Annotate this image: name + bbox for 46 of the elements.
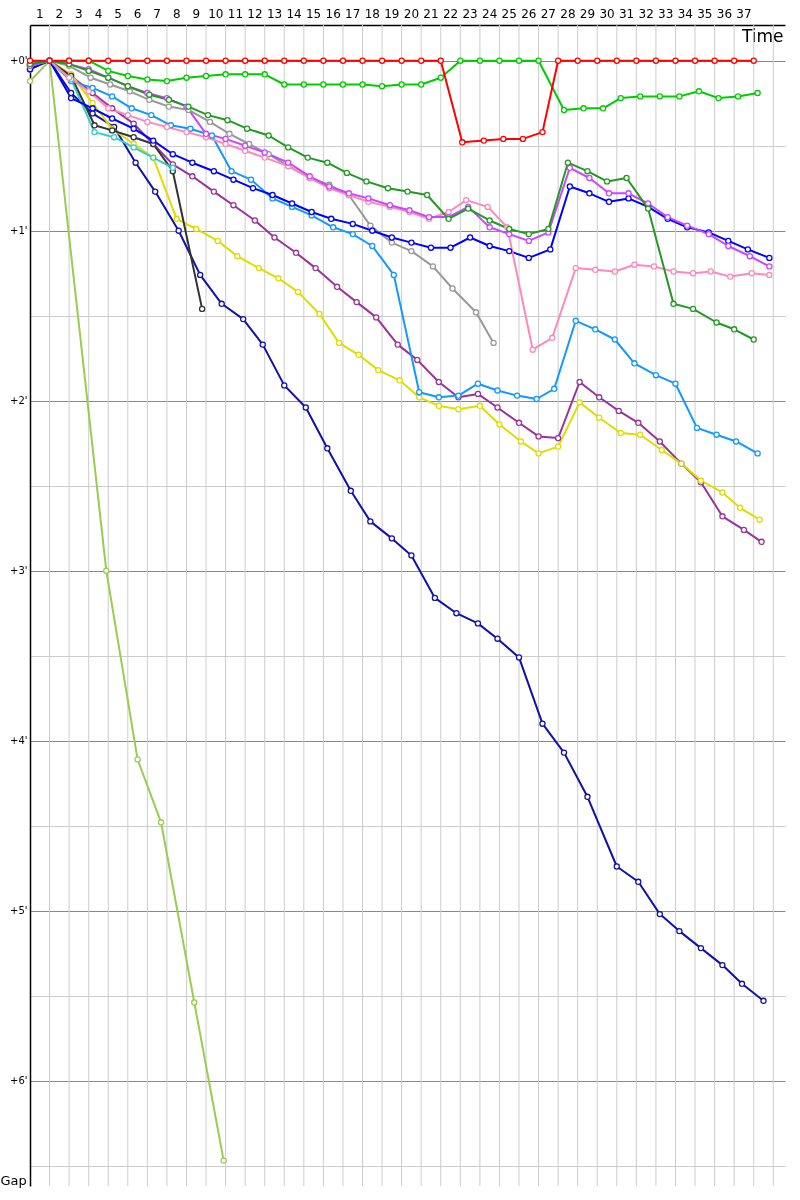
x-tick-label: 29 bbox=[579, 7, 596, 21]
y-tick-label: +4' bbox=[10, 735, 28, 747]
x-tick-label: 7 bbox=[153, 7, 161, 21]
y-tick-label: +5' bbox=[10, 905, 28, 917]
x-tick-label: 18 bbox=[364, 7, 380, 21]
x-tick-label: 23 bbox=[462, 7, 478, 21]
x-axis-title: Time bbox=[740, 26, 784, 47]
x-tick-label: 16 bbox=[325, 7, 341, 21]
x-tick-label: 37 bbox=[736, 7, 752, 21]
x-tick-label: 25 bbox=[501, 7, 517, 21]
x-tick-label: 13 bbox=[266, 7, 283, 21]
y-tick-label: +2' bbox=[10, 395, 28, 407]
y-axis-title: Gap bbox=[0, 1172, 27, 1188]
x-tick-label: 5 bbox=[114, 7, 122, 21]
y-tick-label: +0' bbox=[10, 55, 28, 67]
x-tick-label: 1 bbox=[35, 7, 44, 21]
x-tick-label: 33 bbox=[658, 7, 674, 21]
x-tick-label: 15 bbox=[306, 7, 322, 21]
x-tick-label: 26 bbox=[521, 7, 537, 21]
x-tick-label: 21 bbox=[423, 7, 439, 21]
y-tick-label: +6' bbox=[10, 1075, 28, 1087]
x-tick-label: 34 bbox=[677, 7, 693, 21]
x-tick-label: 17 bbox=[345, 7, 361, 21]
x-tick-label: 6 bbox=[133, 7, 142, 21]
x-tick-label: 9 bbox=[192, 7, 201, 21]
x-tick-label: 31 bbox=[618, 7, 635, 21]
x-tick-label: 22 bbox=[442, 7, 459, 21]
x-tick-label: 27 bbox=[540, 7, 556, 21]
x-tick-label: 20 bbox=[403, 7, 420, 21]
y-tick-label: +3' bbox=[10, 565, 28, 577]
x-tick-label: 4 bbox=[94, 7, 103, 21]
x-tick-label: 36 bbox=[716, 7, 732, 21]
x-tick-label: 24 bbox=[482, 7, 498, 21]
x-tick-label: 30 bbox=[599, 7, 615, 21]
x-tick-label: 11 bbox=[227, 7, 244, 21]
x-tick-label: 32 bbox=[638, 7, 654, 21]
y-tick-label: +1' bbox=[10, 225, 28, 237]
x-tick-label: 14 bbox=[286, 7, 302, 21]
x-tick-label: 19 bbox=[384, 7, 400, 21]
x-tick-label: 2 bbox=[55, 7, 64, 21]
x-tick-label: 8 bbox=[172, 7, 181, 21]
x-tick-label: 10 bbox=[208, 7, 224, 21]
x-tick-label: 3 bbox=[75, 7, 83, 21]
x-tick-label: 35 bbox=[697, 7, 713, 21]
x-tick-label: 28 bbox=[560, 7, 576, 21]
x-tick-label: 12 bbox=[247, 7, 263, 21]
